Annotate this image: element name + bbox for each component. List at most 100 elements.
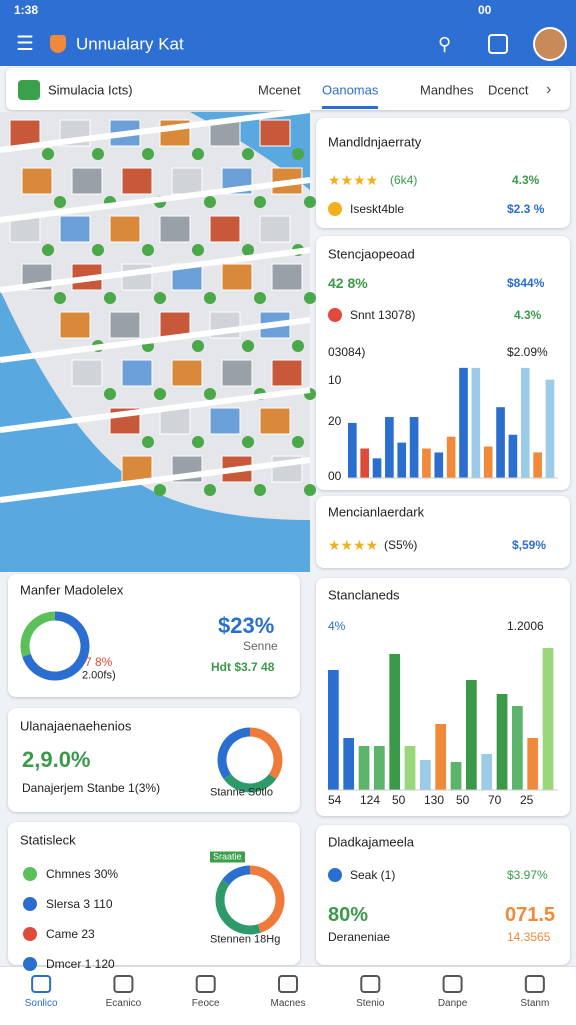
donut-segment [217, 727, 251, 780]
value: 4% [328, 619, 346, 633]
map-tree [292, 436, 304, 448]
sub-label: Deraneniae [328, 930, 391, 944]
map-tree [104, 388, 116, 400]
bar [496, 694, 508, 790]
nav-item[interactable]: Stanm [520, 998, 550, 1009]
donut-segment [249, 865, 285, 933]
card-title: Ulanajaenaehenios [20, 718, 132, 734]
x-tick-label: 25 [520, 793, 534, 807]
bar [385, 417, 394, 478]
row-value: $3.97% [507, 868, 548, 882]
map-building [271, 263, 303, 291]
x-tick-label: 50 [456, 793, 470, 807]
value: 1.2006 [507, 619, 544, 633]
map-building [221, 359, 253, 387]
value: $844% [507, 276, 545, 290]
card-title: Manfer Madolelex [20, 582, 124, 598]
map-building [171, 167, 203, 195]
bar [372, 458, 382, 478]
donut-segment [223, 773, 277, 793]
bar [360, 448, 369, 478]
map-building [159, 407, 191, 435]
map-building [9, 119, 41, 147]
tab[interactable]: Mcenet [258, 82, 301, 98]
bar [358, 746, 370, 790]
donut-segment [22, 611, 90, 681]
card [316, 496, 570, 568]
list-row: Dmcer 1 120 [46, 957, 115, 971]
map-tree [204, 484, 216, 496]
map-building [259, 215, 291, 243]
nav-item[interactable]: Sonlico [24, 998, 58, 1009]
map-tree [204, 388, 216, 400]
row-icon [23, 927, 37, 941]
card [8, 822, 300, 965]
bar [481, 754, 493, 790]
tab[interactable]: Dcenct [488, 82, 529, 98]
map-building [271, 359, 303, 387]
donut-segment [249, 727, 283, 780]
sub-value: 7 8% [85, 655, 113, 669]
nav-icon [278, 975, 298, 993]
bar [397, 442, 407, 478]
axis-label: 10 [328, 373, 342, 387]
bar [512, 706, 523, 790]
map-tree [104, 292, 116, 304]
map-tree [42, 244, 54, 256]
bar [450, 762, 462, 790]
app-name: Simulacia Icts) [48, 82, 133, 98]
header [0, 0, 576, 66]
card-title: Statisleck [20, 832, 76, 848]
map-building [109, 215, 141, 243]
menu-button[interactable]: ☰ [16, 33, 34, 55]
map-tree [142, 244, 154, 256]
map-building [109, 311, 141, 339]
map-road [0, 457, 311, 503]
map-tree [304, 196, 316, 208]
tab[interactable]: Oanomas [322, 82, 379, 98]
chevron[interactable]: › [546, 81, 552, 98]
value: 03084) [328, 345, 366, 359]
map-tree [254, 484, 266, 496]
map-building [71, 167, 103, 195]
bar [496, 407, 505, 478]
nav-icon [195, 975, 216, 993]
tab[interactable]: Mandhes [420, 82, 474, 98]
row-label: Snnt 13078) [350, 308, 416, 322]
row-icon [23, 867, 37, 881]
big-value: 80% [328, 904, 369, 926]
avatar[interactable] [533, 27, 567, 61]
nav-item[interactable]: Ecanico [105, 998, 142, 1009]
share-button[interactable] [488, 34, 508, 54]
map-tree [142, 436, 154, 448]
row-icon [23, 957, 37, 971]
list-row: Came 23 [46, 927, 95, 941]
app-title: Unnualary Kat [76, 34, 184, 54]
map-building [59, 215, 91, 243]
card-title: Stencjaopeoad [328, 246, 415, 262]
bar [343, 738, 355, 790]
sub-value: 14.3565 [507, 930, 551, 944]
tab-indicator [322, 106, 378, 109]
search-button[interactable]: ⚲ [438, 34, 452, 54]
donut-segment [215, 879, 261, 935]
caption: Danajerjem Stanbe 1(3%) [22, 781, 161, 795]
x-tick-label: 130 [424, 793, 445, 807]
map-road [0, 317, 311, 363]
map-tree [204, 292, 216, 304]
map-tree [154, 388, 166, 400]
donut-label: Stanne S0tlo [210, 786, 273, 799]
map-tree [192, 436, 204, 448]
row-value: $2.3 % [507, 202, 545, 216]
nav-item[interactable]: Danpe [437, 998, 468, 1009]
map-building [209, 407, 241, 435]
nav-item[interactable]: Macnes [270, 998, 306, 1009]
nav-item[interactable]: Feoce [191, 998, 220, 1009]
map-tree [242, 436, 254, 448]
nav-icon [31, 975, 52, 993]
map-building [259, 119, 291, 147]
rating-value: 4.3% [512, 173, 540, 187]
nav-item[interactable]: Stenio [356, 998, 385, 1009]
